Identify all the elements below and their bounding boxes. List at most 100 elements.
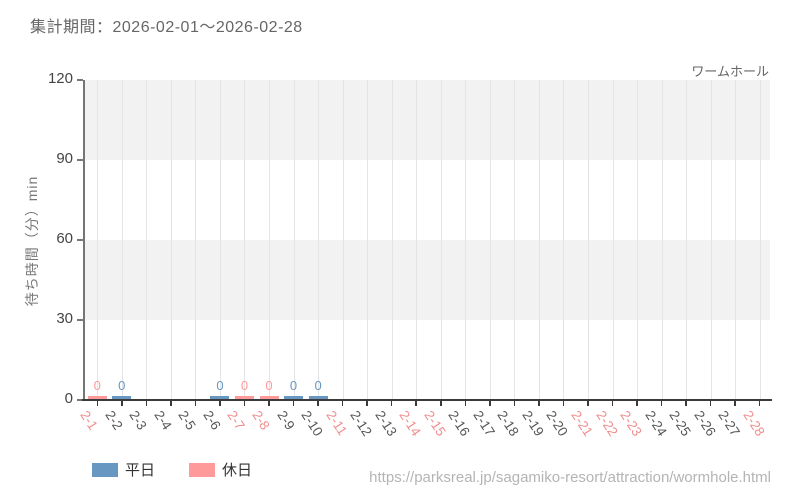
x-tick-label: 2-8 (249, 408, 273, 433)
x-tick-label: 2-3 (126, 408, 150, 433)
x-tick-label: 2-21 (568, 408, 596, 439)
x-tick-label: 2-9 (273, 408, 298, 433)
legend-label-weekday: 平日 (125, 462, 156, 479)
bar-value-label: 0 (93, 378, 101, 393)
bar (308, 396, 328, 399)
y-axis-tick (77, 159, 83, 161)
plot-gridline (440, 80, 442, 400)
bar (112, 396, 132, 399)
plot-gridline (587, 80, 589, 400)
x-axis-tick (587, 401, 589, 406)
y-axis-tick (77, 239, 83, 241)
plot-gridline (293, 80, 295, 400)
x-tick-label: 2-11 (323, 408, 350, 439)
bar-value-label: 0 (265, 378, 273, 393)
plot-gridline (318, 80, 320, 400)
x-axis-tick (219, 401, 221, 406)
x-tick-label: 2-6 (200, 408, 224, 433)
bar (284, 396, 304, 399)
plot-gridline (342, 80, 344, 400)
x-axis-tick (440, 401, 442, 406)
plot-gridline (538, 80, 540, 400)
y-axis-tick (77, 399, 83, 401)
x-tick-label: 2-4 (151, 408, 175, 433)
plot-gridline (367, 80, 369, 400)
plot-gridline (416, 80, 418, 400)
legend-item-weekday: 平日 (92, 459, 155, 480)
x-axis-tick (170, 401, 172, 406)
x-tick-label: 2-25 (666, 408, 694, 439)
plot-gridline (563, 80, 565, 400)
y-tick-label: 120 (47, 70, 73, 87)
bar-value-label: 0 (289, 378, 298, 393)
x-tick-label: 2-15 (421, 408, 449, 439)
x-axis-tick (464, 401, 467, 406)
x-axis-tick (660, 401, 663, 406)
x-axis-tick (685, 401, 687, 406)
x-tick-label: 2-28 (740, 408, 768, 439)
x-axis-tick (538, 401, 540, 406)
x-tick-label: 2-26 (691, 408, 719, 439)
legend-item-holiday: 休日 (189, 459, 252, 480)
bar-value-label: 0 (314, 378, 322, 393)
plot-gridline (121, 80, 123, 400)
x-axis-tick (121, 401, 123, 406)
x-axis-tick (734, 401, 736, 406)
bar-value-label: 0 (118, 378, 126, 393)
bar-value-label: 0 (216, 378, 224, 393)
x-axis-tick (243, 401, 246, 406)
x-axis-tick (415, 401, 417, 406)
plot-gridline (612, 80, 614, 400)
x-tick-label: 2-23 (617, 408, 645, 439)
plot-gridline (170, 80, 172, 400)
x-tick-label: 2-24 (641, 408, 670, 439)
x-axis-tick (96, 401, 99, 406)
legend-swatch-weekday (92, 462, 118, 477)
bar (87, 396, 107, 399)
y-axis-tick (77, 319, 83, 321)
legend-label-holiday: 休日 (222, 462, 253, 479)
x-tick-label: 2-10 (298, 408, 326, 439)
x-tick-label: 2-20 (543, 408, 572, 439)
plot-gridline (735, 80, 737, 400)
y-tick-label: 60 (56, 230, 73, 247)
aggregation-period-label: 集計期間：2026-02-01～2026-02-28 (30, 19, 303, 36)
y-axis-tick (77, 79, 83, 81)
attraction-name-label: ワームホール (691, 64, 769, 79)
x-axis-tick (636, 401, 638, 406)
plot-gridline (269, 80, 271, 400)
source-url: https://parksreal.jp/sagamiko-resort/att… (369, 469, 771, 486)
plot-gridline (97, 80, 99, 400)
plot-gridline (661, 80, 663, 400)
x-axis-tick (390, 401, 393, 406)
plot-gridline (219, 80, 221, 400)
x-tick-label: 2-17 (470, 408, 498, 439)
x-axis-tick (268, 401, 270, 406)
bar (210, 396, 230, 399)
x-axis-tick (194, 401, 197, 406)
plot-gridline (146, 80, 148, 400)
legend-swatch-holiday (189, 462, 216, 477)
plot-area: 2-1 0 2-2 0 2-3 2-4 2-5 2-6 0 2-7 0 2-8 0 2-9 0 2-10 0 2-… (48, 70, 770, 439)
x-tick-label: 2-1 (77, 408, 101, 433)
x-tick-label: 2-22 (592, 408, 621, 439)
y-tick-label: 0 (64, 390, 73, 407)
x-tick-label: 2-12 (347, 408, 375, 439)
x-axis-tick (513, 401, 516, 406)
x-axis-tick (366, 401, 368, 406)
plot-gridline (759, 80, 761, 400)
plot-gridline (465, 80, 467, 400)
x-tick-label: 2-7 (224, 408, 249, 433)
bar-value-label: 0 (240, 378, 249, 393)
x-axis-tick (489, 401, 491, 406)
x-axis-tick (145, 401, 148, 406)
x-tick-label: 2-14 (396, 408, 424, 439)
x-tick-label: 2-13 (372, 408, 400, 439)
plot-gridline (391, 80, 393, 400)
plot-gridline (244, 80, 246, 400)
bar (234, 396, 254, 399)
x-axis-line (82, 399, 772, 401)
x-axis-tick (611, 401, 614, 406)
y-tick-label: 30 (56, 310, 73, 327)
plot-gridline (637, 80, 639, 400)
